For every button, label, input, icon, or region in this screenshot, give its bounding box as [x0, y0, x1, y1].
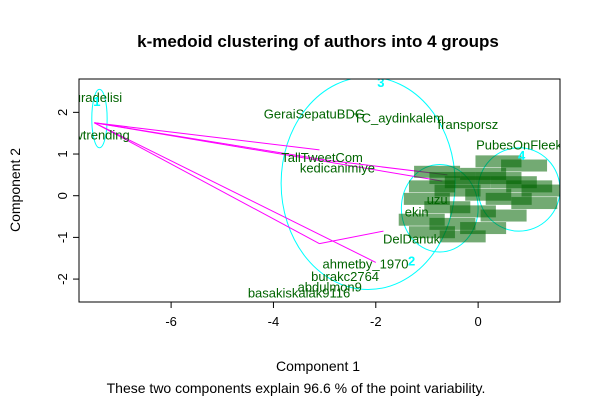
point-label-3: TC_aydinkalem — [354, 111, 444, 126]
cluster-number-2: 2 — [408, 254, 415, 269]
cluster-number-1: 1 — [93, 94, 100, 109]
y-tick-label: 0 — [55, 192, 70, 199]
segment-line-4 — [94, 122, 320, 245]
cluster-number-3: 3 — [377, 75, 384, 90]
dense-label-mass — [398, 155, 560, 243]
point-label-8: ekin — [405, 204, 429, 219]
cluster-ellipse-1 — [91, 88, 108, 149]
plot-frame — [78, 78, 561, 303]
y-tick-label: 2 — [55, 109, 70, 116]
y-tick-label: 1 — [55, 150, 70, 157]
point-label-13: abdulmon9 — [298, 279, 362, 294]
point-label-5: TallTweetCom — [281, 150, 363, 165]
segment-line-5 — [319, 230, 384, 245]
segment-line-2 — [94, 122, 377, 263]
x-tick-label: -6 — [165, 314, 177, 329]
point-label-11: ahmetby_1970 — [323, 256, 409, 271]
x-tick-label: -4 — [268, 314, 280, 329]
plot-content: nuradelisi nowtrending GeraiSepatuBDGTC_ay… — [59, 75, 562, 301]
point-label-9: uzu — [427, 192, 448, 207]
chart-subtitle: These two components explain 96.6 % of t… — [107, 380, 486, 396]
point-label-7: PubesOnFleek — [476, 138, 562, 153]
x-tick-label: -2 — [370, 314, 382, 329]
axes: -6 -4 -2 0 -2 -1 0 1 2 — [55, 109, 482, 329]
x-axis-label: Component 1 — [276, 358, 360, 374]
y-tick-label: -2 — [55, 273, 70, 285]
segment-line-3 — [94, 122, 328, 161]
point-label-0: nuradelisi — [67, 90, 123, 105]
label-mass-block-23 — [501, 159, 548, 172]
point-label-1: nowtrending — [59, 127, 130, 142]
y-tick-label: -1 — [55, 232, 70, 244]
point-label-2: GeraiSepatuBDG — [264, 106, 365, 121]
x-tick-label: 0 — [475, 314, 482, 329]
point-label-4: fransporsz — [438, 117, 499, 132]
point-label-6: kedicanimiye — [300, 161, 375, 176]
point-label-14: basakiskalak9116 — [248, 286, 350, 301]
point-label-12: burakc2764 — [311, 269, 379, 284]
y-axis-label: Component 2 — [7, 148, 23, 232]
point-label-10: DelDanuk — [383, 231, 441, 246]
label-mass-block-12 — [511, 197, 558, 210]
cluster-number-4: 4 — [518, 148, 526, 163]
label-mass-block-21 — [439, 230, 486, 243]
label-mass-block-16 — [480, 209, 527, 222]
chart-title: k-medoid clustering of authors into 4 gr… — [137, 32, 499, 51]
segment-line-0 — [94, 122, 320, 151]
